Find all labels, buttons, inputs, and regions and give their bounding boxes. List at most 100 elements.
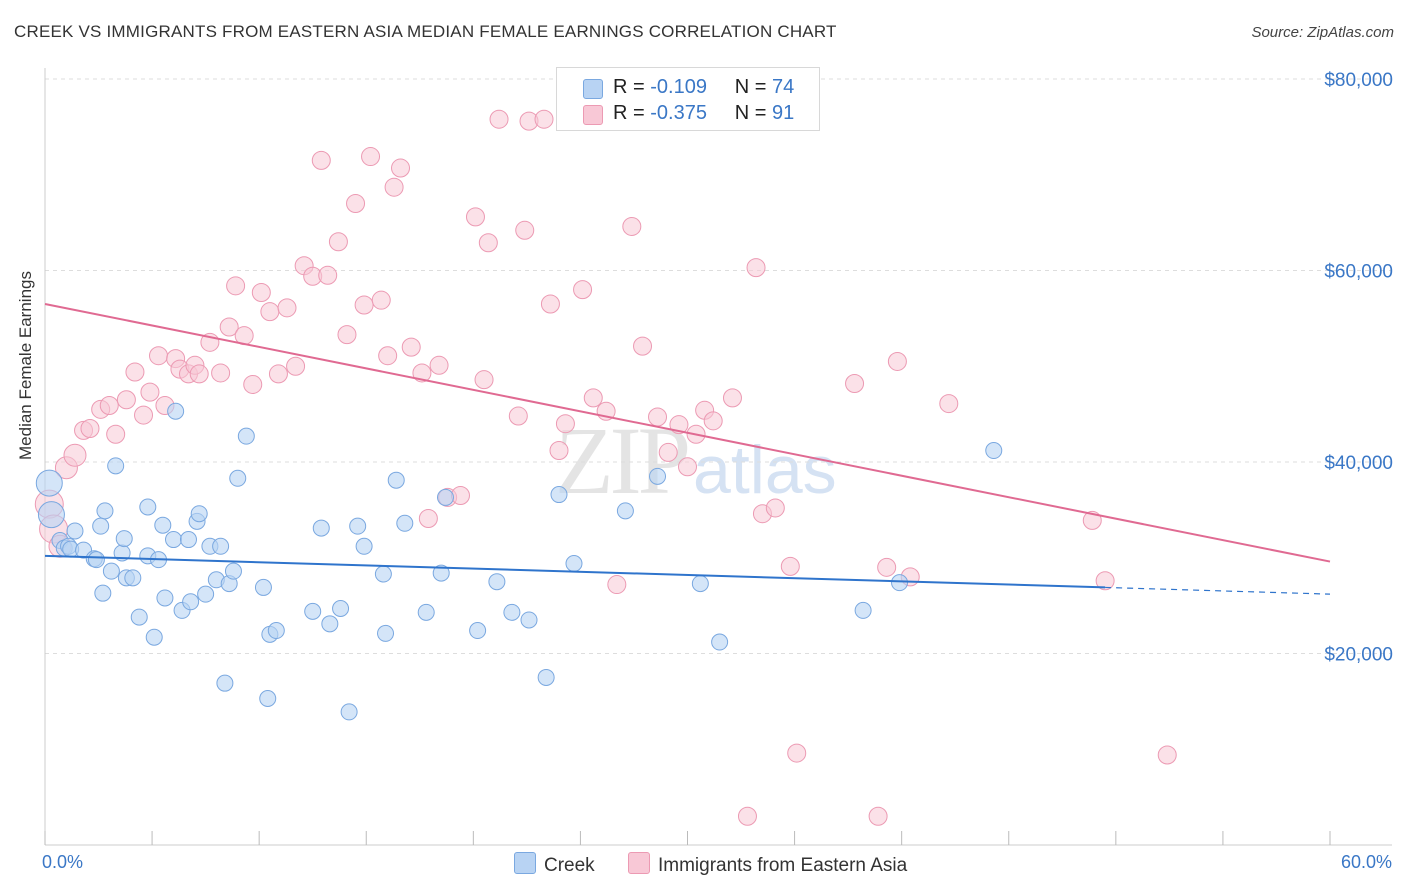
creek-point xyxy=(520,611,538,629)
asia-point xyxy=(384,177,404,197)
legend-n-value: 91 xyxy=(772,102,795,124)
legend-r-label: R = xyxy=(613,102,645,124)
creek-point xyxy=(377,624,395,642)
asia-point xyxy=(371,290,391,310)
asia-point xyxy=(1095,571,1115,591)
asia-point xyxy=(737,806,757,826)
creek-point xyxy=(340,703,358,721)
trend-lines xyxy=(44,303,1331,595)
creek-point xyxy=(66,522,84,540)
creek-trend-extension xyxy=(1105,586,1331,595)
bottom-legend-swatch-creek xyxy=(514,852,536,874)
creek-point xyxy=(417,603,435,621)
y-tick-labels: $20,000 $40,000 $60,000 $80,000 xyxy=(1324,70,1393,666)
creek-point xyxy=(179,531,197,549)
asia-point xyxy=(555,414,575,434)
asia-point xyxy=(226,276,246,296)
asia-point xyxy=(311,150,331,170)
creek-point xyxy=(550,486,568,504)
asia-point xyxy=(583,388,603,408)
bottom-legend-label-asia: Immigrants from Eastern Asia xyxy=(658,855,908,876)
asia-point xyxy=(633,336,653,356)
asia-point xyxy=(508,406,528,426)
creek-point xyxy=(87,551,105,569)
creek-point xyxy=(469,622,487,640)
asia-point xyxy=(534,109,554,129)
legend-n-value: 74 xyxy=(772,76,795,98)
asia-point xyxy=(401,337,421,357)
creek-point xyxy=(711,633,729,651)
x-tick-max: 60.0% xyxy=(1340,852,1392,872)
creek-point xyxy=(891,574,909,592)
creek-point xyxy=(197,585,215,603)
creek-point xyxy=(224,562,242,580)
creek-point xyxy=(254,578,272,596)
asia-point xyxy=(722,388,742,408)
legend-n-label: N = xyxy=(734,102,767,124)
series-creek-points xyxy=(35,402,1003,721)
asia-point xyxy=(63,443,87,467)
y-tick-label: $20,000 xyxy=(1324,645,1393,666)
asia-point xyxy=(378,346,398,366)
asia-point xyxy=(134,405,154,425)
creek-point xyxy=(237,427,255,445)
creek-point xyxy=(436,488,454,506)
asia-point xyxy=(189,364,209,384)
creek-point xyxy=(35,469,63,497)
creek-point xyxy=(985,442,1003,460)
creek-trend-line xyxy=(44,554,1106,589)
asia-point xyxy=(337,325,357,345)
creek-point xyxy=(102,562,120,580)
creek-point xyxy=(156,589,174,607)
source-credit: Source: ZipAtlas.com xyxy=(1251,24,1394,41)
asia-point xyxy=(80,418,100,438)
asia-point xyxy=(1157,745,1177,765)
asia-point xyxy=(658,442,678,462)
creek-point xyxy=(145,628,163,646)
creek-point xyxy=(503,603,521,621)
bottom-legend-label-creek: Creek xyxy=(544,855,595,876)
creek-point xyxy=(115,530,133,548)
legend-r-value: -0.375 xyxy=(650,102,707,124)
asia-point xyxy=(877,557,897,577)
legend-swatch-asia xyxy=(583,105,603,125)
asia-point xyxy=(648,407,668,427)
asia-point xyxy=(361,147,381,167)
creek-point xyxy=(349,517,367,535)
asia-point xyxy=(318,265,338,285)
y-tick-label: $60,000 xyxy=(1324,262,1393,283)
asia-point xyxy=(211,363,231,383)
asia-point xyxy=(765,498,785,518)
bottom-legend-asia: Immigrants from Eastern Asia xyxy=(628,852,907,877)
asia-point xyxy=(116,390,136,410)
watermark: ZIPatlas xyxy=(555,405,837,516)
creek-point xyxy=(124,569,142,587)
asia-point xyxy=(450,486,470,506)
y-axis-label: Median Female Earnings xyxy=(16,271,35,460)
asia-point xyxy=(780,556,800,576)
asia-point xyxy=(868,806,888,826)
creek-point xyxy=(190,505,208,523)
creek-point xyxy=(216,674,234,692)
asia-point xyxy=(573,280,593,300)
creek-point xyxy=(332,599,350,617)
creek-point xyxy=(312,519,330,537)
asia-point xyxy=(346,193,366,213)
creek-point xyxy=(229,469,247,487)
axes xyxy=(44,68,1392,846)
asia-point xyxy=(277,298,297,318)
creek-point xyxy=(396,514,414,532)
creek-point xyxy=(854,601,872,619)
creek-point xyxy=(321,615,339,633)
series-asia-points xyxy=(34,109,1177,826)
asia-point xyxy=(243,374,263,394)
asia-point xyxy=(149,346,169,366)
watermark-atlas: atlas xyxy=(693,432,837,508)
asia-point xyxy=(845,373,865,393)
asia-trend-line xyxy=(44,303,1331,563)
asia-point xyxy=(99,396,119,416)
creek-point xyxy=(488,573,506,591)
asia-point xyxy=(549,441,569,461)
asia-point xyxy=(703,411,723,431)
